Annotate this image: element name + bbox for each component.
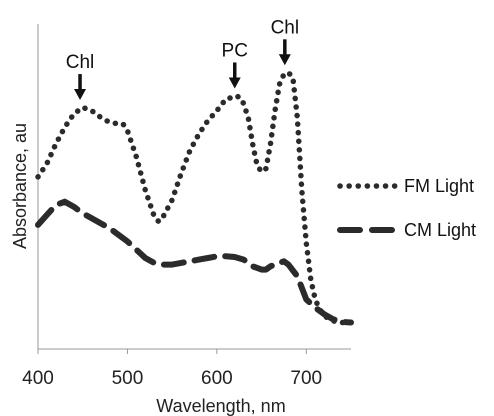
annotation-3: Chl <box>271 17 300 66</box>
annotation-arrow-head <box>278 54 291 66</box>
x-tick-label: 600 <box>201 368 233 389</box>
annotation-label: Chl <box>271 17 300 38</box>
annotation-label: PC <box>222 40 248 61</box>
y-axis-title: Absorbance, au <box>10 123 30 249</box>
legend-entry-2: CM Light <box>337 220 476 240</box>
annotation-label: Chl <box>66 52 95 73</box>
annotation-layer: Chl PC Chl <box>66 17 300 101</box>
x-tick-group: 400 500 600 700 <box>22 349 322 389</box>
annotation-2: PC <box>222 40 248 89</box>
legend-label: FM Light <box>404 176 474 196</box>
annotation-arrow-head <box>74 89 87 101</box>
x-tick-label: 500 <box>112 368 144 389</box>
legend-label: CM Light <box>404 220 476 240</box>
annotation-arrow-head <box>228 77 241 89</box>
annotation-1: Chl <box>66 52 95 101</box>
series-layer <box>35 69 354 326</box>
x-tick-label: 700 <box>290 368 322 389</box>
x-tick-label: 400 <box>22 368 54 389</box>
plot-area: 400 500 600 700 Chl PC Chl <box>22 17 354 389</box>
legend-entry-1: FM Light <box>337 176 474 196</box>
series-line-1 <box>35 69 354 326</box>
x-axis-title: Wavelength, nm <box>156 396 285 416</box>
series-line-2 <box>35 198 354 326</box>
legend: FM Light CM Light <box>337 176 476 240</box>
